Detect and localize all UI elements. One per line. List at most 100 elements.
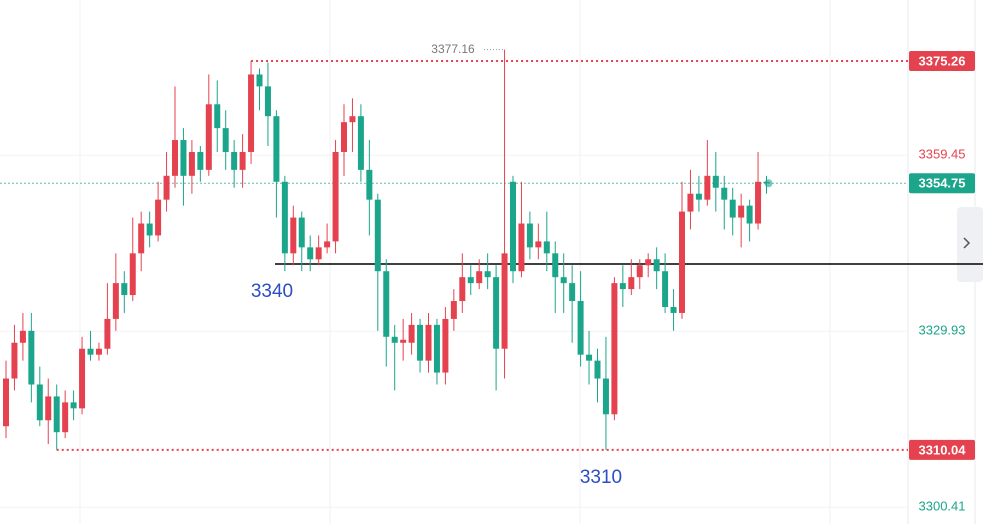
candle-body — [383, 271, 390, 337]
candle-body — [95, 348, 102, 355]
last-price-label-bg — [909, 173, 975, 194]
chevron-icon[interactable] — [963, 237, 971, 249]
candle-body — [239, 151, 246, 170]
candle-body — [180, 140, 187, 176]
candle-body — [307, 247, 314, 260]
candle-body — [408, 324, 415, 343]
candle-body — [645, 259, 652, 266]
side-tab[interactable] — [957, 207, 983, 282]
candle-body — [357, 116, 364, 170]
candle-body — [172, 140, 178, 176]
candle-body — [53, 396, 60, 433]
candle-body — [391, 336, 398, 343]
candle-body — [729, 199, 736, 218]
candle-body — [501, 253, 508, 349]
candle-body — [400, 339, 407, 343]
candle-body — [510, 181, 516, 272]
candle-body — [476, 271, 483, 284]
candle-body — [163, 175, 170, 200]
candle-body — [695, 193, 702, 200]
candle-body — [518, 223, 525, 272]
peak-label: 3377.16 — [431, 42, 475, 56]
candle-body — [349, 116, 356, 123]
candle-body — [290, 217, 297, 254]
candle-body — [19, 330, 26, 343]
candle-body — [264, 86, 271, 117]
candle-body — [273, 116, 280, 182]
candle-body — [3, 378, 9, 427]
candle-body — [484, 271, 491, 278]
candle-body — [45, 396, 52, 421]
candle-body — [425, 324, 432, 361]
candle-body — [653, 259, 660, 272]
candle-body — [535, 241, 542, 248]
candle-body — [594, 360, 601, 379]
side-tab-bg[interactable] — [957, 207, 983, 282]
candle-body — [87, 348, 94, 355]
candle-body — [248, 74, 255, 152]
candle-body — [687, 193, 694, 212]
candle-body — [679, 211, 685, 313]
candle-body — [205, 104, 212, 170]
candle-body — [197, 151, 204, 170]
last-price-dot — [764, 179, 773, 188]
candle-body — [315, 247, 322, 260]
candle-body — [36, 384, 43, 421]
candle-body — [62, 402, 69, 433]
candle-body — [79, 348, 86, 409]
candle-body — [442, 318, 449, 373]
candle-body — [374, 199, 381, 272]
candle-body — [586, 354, 593, 361]
candle-body — [628, 277, 635, 290]
candle-body — [712, 175, 719, 188]
candle-body — [755, 181, 762, 224]
candle-body — [560, 277, 567, 284]
candle-body — [662, 271, 669, 307]
candle-body — [121, 283, 128, 296]
candle-body — [231, 151, 238, 170]
candle-body — [619, 283, 626, 290]
candle-body — [721, 187, 728, 200]
candle-body — [417, 324, 424, 361]
range-low-label-bg — [909, 439, 975, 460]
candle-body — [155, 199, 162, 236]
candle-body — [704, 175, 711, 200]
candle-body — [636, 265, 643, 278]
candle-body — [602, 378, 609, 415]
candle-body — [459, 277, 466, 302]
candle-body — [256, 74, 263, 87]
candle-body — [129, 253, 136, 296]
range-high-label: 3375.26 — [919, 53, 966, 68]
y-tick-label: 3300.41 — [919, 499, 966, 514]
v-grid — [79, 0, 831, 524]
candle-body — [112, 283, 119, 319]
last-price-label: 3354.75 — [919, 176, 966, 191]
candle-body — [569, 283, 576, 302]
candle-body — [738, 205, 745, 218]
candle-body — [670, 306, 677, 313]
candle-body — [493, 277, 500, 349]
candle-body — [611, 283, 618, 415]
candle-body — [467, 277, 474, 284]
candle-body — [298, 217, 305, 248]
candle-body — [222, 128, 229, 152]
candle-body — [70, 402, 77, 409]
candle-body — [366, 169, 373, 200]
candle-body — [332, 151, 339, 242]
candle-body — [104, 318, 111, 349]
candle-body — [146, 223, 153, 236]
range-high-label-bg — [909, 50, 975, 71]
candle-body — [11, 342, 18, 379]
note: 3340 — [251, 281, 293, 302]
candle-body — [188, 151, 195, 176]
candle-body — [324, 241, 331, 248]
candle-body — [214, 104, 221, 129]
candle-body — [450, 301, 457, 319]
y-tick-label: 3329.93 — [919, 323, 966, 338]
candle-body — [433, 324, 440, 373]
candles — [3, 49, 770, 450]
y-tick-label: 3359.45 — [919, 147, 966, 162]
candle-body — [28, 330, 35, 385]
